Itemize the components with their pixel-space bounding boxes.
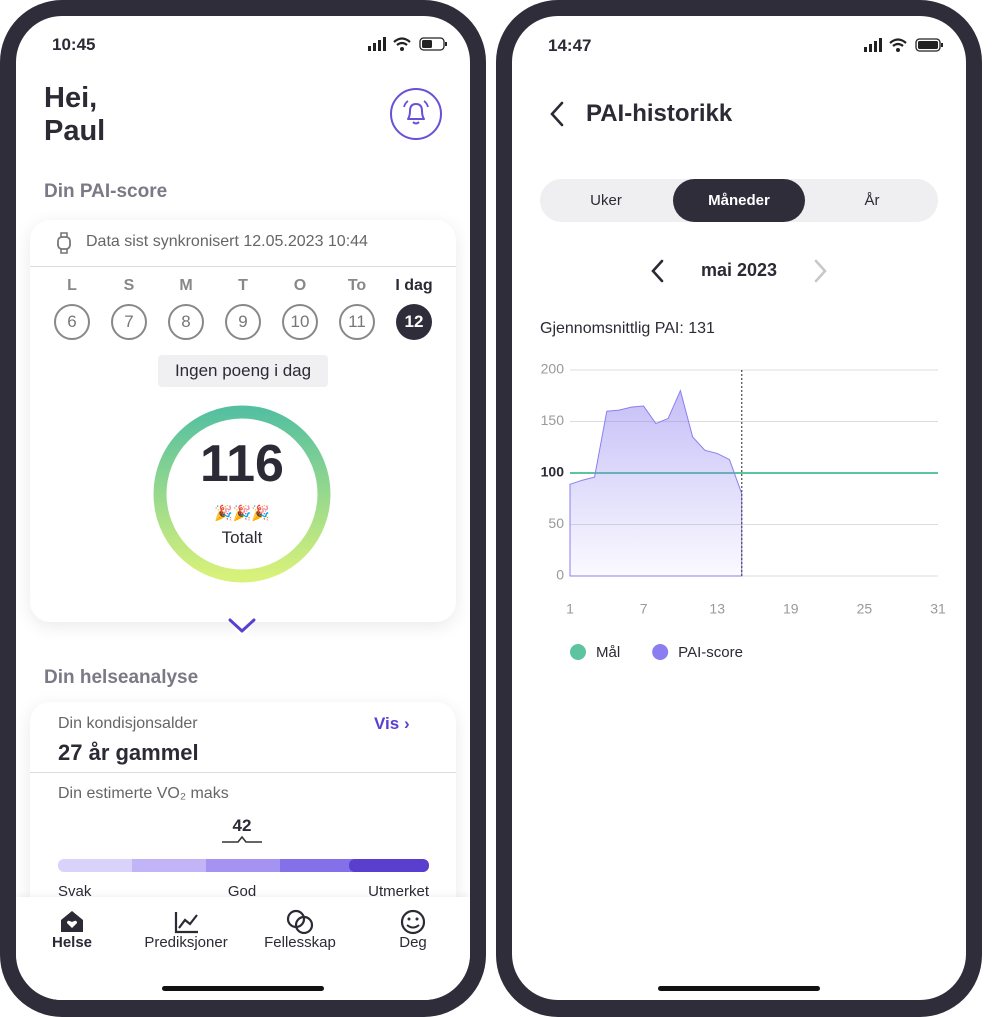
tab-label[interactable]: Deg xyxy=(399,934,427,951)
legend-label: PAI-score xyxy=(678,644,743,661)
y-tick-label: 150 xyxy=(541,412,565,428)
divider xyxy=(30,772,456,773)
segment[interactable]: Måneder xyxy=(708,192,770,209)
section-heading: Din helseanalyse xyxy=(44,667,199,688)
day-letter: T xyxy=(238,277,248,294)
tab-label[interactable]: Fellesskap xyxy=(264,934,336,951)
status-time: 14:47 xyxy=(548,36,592,55)
day-number[interactable]: 6 xyxy=(54,304,90,340)
phone-screen: 10:45 Hei, Paul Din PAI-score Data sist … xyxy=(16,16,470,1000)
score-label: Totalt xyxy=(221,528,263,547)
score-ring xyxy=(153,405,331,583)
chart-title: Gjennomsnittlig PAI: 131 xyxy=(540,320,715,337)
status-icons xyxy=(864,38,943,52)
day-number[interactable]: 10 xyxy=(282,304,318,340)
greeting-name: Paul xyxy=(44,115,106,147)
greeting-line: Hei, xyxy=(44,82,98,114)
tab-label[interactable]: Helse xyxy=(51,934,93,951)
prev-month[interactable] xyxy=(648,258,668,284)
chart: 0 50 100 150 200 1 7 13 19 25 31 Mål PAI-score xyxy=(541,361,946,661)
day-letter: S xyxy=(123,277,135,294)
next-month[interactable] xyxy=(810,258,830,284)
back-button[interactable] xyxy=(548,100,568,128)
expand-button[interactable] xyxy=(212,610,272,644)
sync-text: Data sist synkronisert 12.05.2023 10:44 xyxy=(86,233,368,250)
notification-button[interactable] xyxy=(389,87,443,141)
fitness-label: Din kondisjonsalder xyxy=(58,715,198,732)
status-time: 10:45 xyxy=(52,35,96,54)
score-value: 116 xyxy=(200,435,284,493)
x-tick-label: 13 xyxy=(709,601,725,617)
vo2-label: Din estimerte VO₂ maks xyxy=(58,785,229,802)
day-number[interactable]: 12 xyxy=(396,304,432,340)
pai-area xyxy=(569,389,743,577)
scale-label: Svak xyxy=(58,883,92,900)
score-emoji: 🎉🎉🎉 xyxy=(213,505,271,522)
x-tick-label: 1 xyxy=(566,601,574,617)
x-tick-label: 19 xyxy=(783,601,799,617)
tab-bar xyxy=(16,897,470,1000)
legend-label: Mål xyxy=(596,644,620,661)
segment-selected[interactable] xyxy=(673,179,805,222)
y-tick-label: 0 xyxy=(556,567,564,583)
segment[interactable]: År xyxy=(864,192,880,209)
y-tick-label: 50 xyxy=(548,515,564,531)
vo2-value: 42 xyxy=(232,816,252,835)
home-indicator xyxy=(162,986,324,991)
x-tick-label: 7 xyxy=(640,601,648,617)
segment[interactable]: Uker xyxy=(590,192,622,209)
tab-icons xyxy=(61,909,426,935)
divider xyxy=(30,266,456,267)
legend-marker xyxy=(570,644,586,660)
status-icons xyxy=(368,37,447,51)
day-letter: M xyxy=(179,277,193,294)
watch-icon xyxy=(57,232,71,254)
status-chip: Ingen poeng i dag xyxy=(158,355,328,387)
day-number[interactable]: 9 xyxy=(225,304,261,340)
home-indicator xyxy=(658,986,820,991)
tab-label[interactable]: Prediksjoner xyxy=(144,934,228,951)
scale-label: God xyxy=(227,883,257,900)
day-number[interactable]: 7 xyxy=(111,304,147,340)
phone-screen: 14:47 PAI-historikk Uker Måneder År mai … xyxy=(512,16,966,1000)
view-link[interactable]: Vis › xyxy=(374,714,410,733)
scale-label: Utmerket xyxy=(368,883,429,900)
day-letter: To xyxy=(347,277,367,294)
y-tick-label: 200 xyxy=(541,361,565,377)
day-number[interactable]: 11 xyxy=(339,304,375,340)
month-label: mai 2023 xyxy=(700,260,778,280)
day-letter: L xyxy=(67,277,77,294)
x-tick-label: 31 xyxy=(930,601,946,617)
day-letter: O xyxy=(293,277,307,294)
pai-card xyxy=(30,220,456,622)
day-number[interactable]: 8 xyxy=(168,304,204,340)
y-tick-label: 100 xyxy=(541,464,565,480)
day-letter: I dag xyxy=(395,277,433,294)
vo2-pointer xyxy=(222,835,262,843)
view-link-text[interactable]: Vis xyxy=(374,714,400,733)
fitness-age: 27 år gammel xyxy=(58,740,199,765)
legend-marker xyxy=(652,644,669,660)
vo2-scale-bar xyxy=(58,859,429,872)
page-title: PAI-historikk xyxy=(586,100,733,127)
x-tick-label: 25 xyxy=(857,601,873,617)
section-heading: Din PAI-score xyxy=(44,181,168,202)
